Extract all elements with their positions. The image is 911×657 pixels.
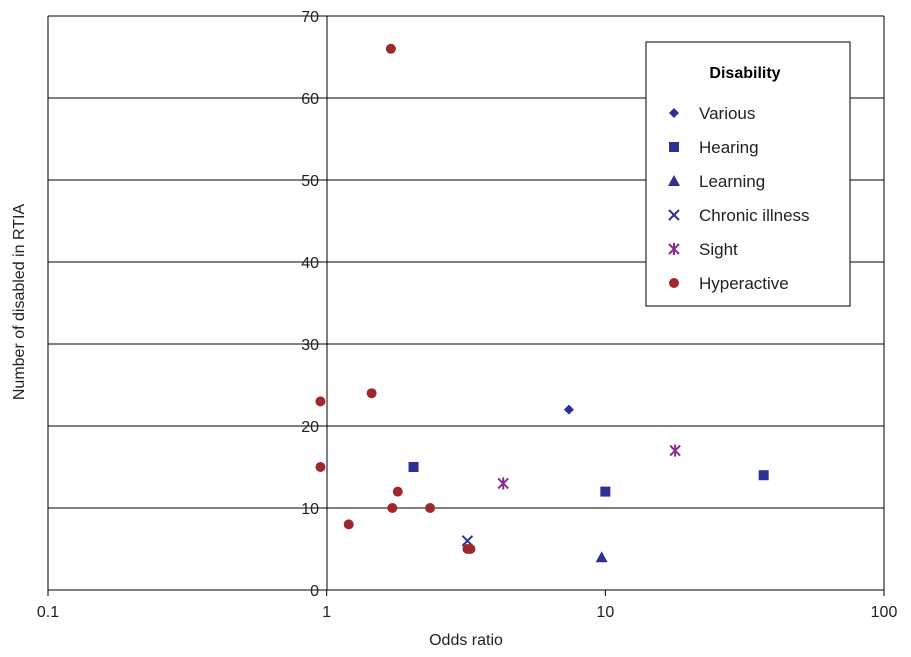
legend-label-hyperactive: Hyperactive (699, 274, 789, 293)
y-tick-label-6: 60 (301, 91, 319, 108)
point-hearing-0 (408, 462, 419, 472)
point-hyperactive-2 (315, 396, 326, 407)
legend-box (645, 41, 851, 307)
x-tick-label-3: 100 (871, 604, 898, 621)
point-sight-1 (669, 444, 681, 457)
x-tick-label-2: 10 (596, 604, 614, 621)
point-hyperactive-6 (425, 503, 436, 513)
x-axis-title: Odds ratio (429, 632, 503, 649)
y-tick-label-2: 20 (301, 419, 319, 436)
legend-label-chronic-illness: Chronic illness (699, 206, 810, 225)
data-points (315, 43, 769, 563)
grid-lines (48, 15, 884, 509)
x-tick-label-1: 1 (322, 604, 331, 621)
point-hearing-2 (758, 470, 769, 481)
x-tick-label-0: 0.1 (37, 604, 59, 621)
point-hyperactive-9 (465, 544, 476, 554)
legend-marker-hearing (669, 142, 679, 152)
y-tick-label-5: 50 (301, 173, 319, 190)
point-hyperactive-5 (387, 503, 398, 513)
point-learning-0 (595, 551, 608, 563)
y-tick-label-0: 0 (310, 583, 319, 600)
legend-title: Disability (709, 65, 780, 82)
legend-label-learning: Learning (699, 172, 765, 191)
point-hyperactive-7 (343, 519, 354, 530)
legend-marker-chronic-illness (668, 209, 680, 221)
point-various-0 (563, 404, 574, 415)
point-hyperactive-3 (315, 462, 326, 472)
y-tick-label-1: 10 (301, 501, 319, 518)
legend: Disability Various Hearing Learning Chronic… (645, 41, 851, 307)
point-hyperactive-4 (392, 486, 403, 497)
y-tick-label-4: 40 (301, 255, 319, 272)
y-axis-title: Number of disabled in RTIA (11, 204, 28, 401)
tick-labels: 0.1 1 10 100 0 10 20 30 40 50 60 70 (37, 9, 898, 621)
point-hyperactive-1 (366, 388, 377, 399)
legend-marker-learning (668, 175, 680, 186)
point-hyperactive-0 (385, 43, 396, 54)
point-hearing-1 (600, 486, 611, 497)
point-sight-0 (497, 477, 509, 490)
legend-items: Various Hearing Learning Chronic illness Sig… (668, 104, 810, 293)
legend-label-hearing: Hearing (699, 138, 759, 157)
legend-marker-sight (668, 243, 680, 255)
legend-marker-hyperactive (669, 278, 679, 288)
y-tick-label-3: 30 (301, 337, 319, 354)
y-tick-label-7: 70 (301, 9, 319, 26)
legend-label-various: Various (699, 104, 755, 123)
legend-label-sight: Sight (699, 240, 738, 259)
legend-marker-various (669, 108, 679, 118)
axes (47, 15, 885, 596)
